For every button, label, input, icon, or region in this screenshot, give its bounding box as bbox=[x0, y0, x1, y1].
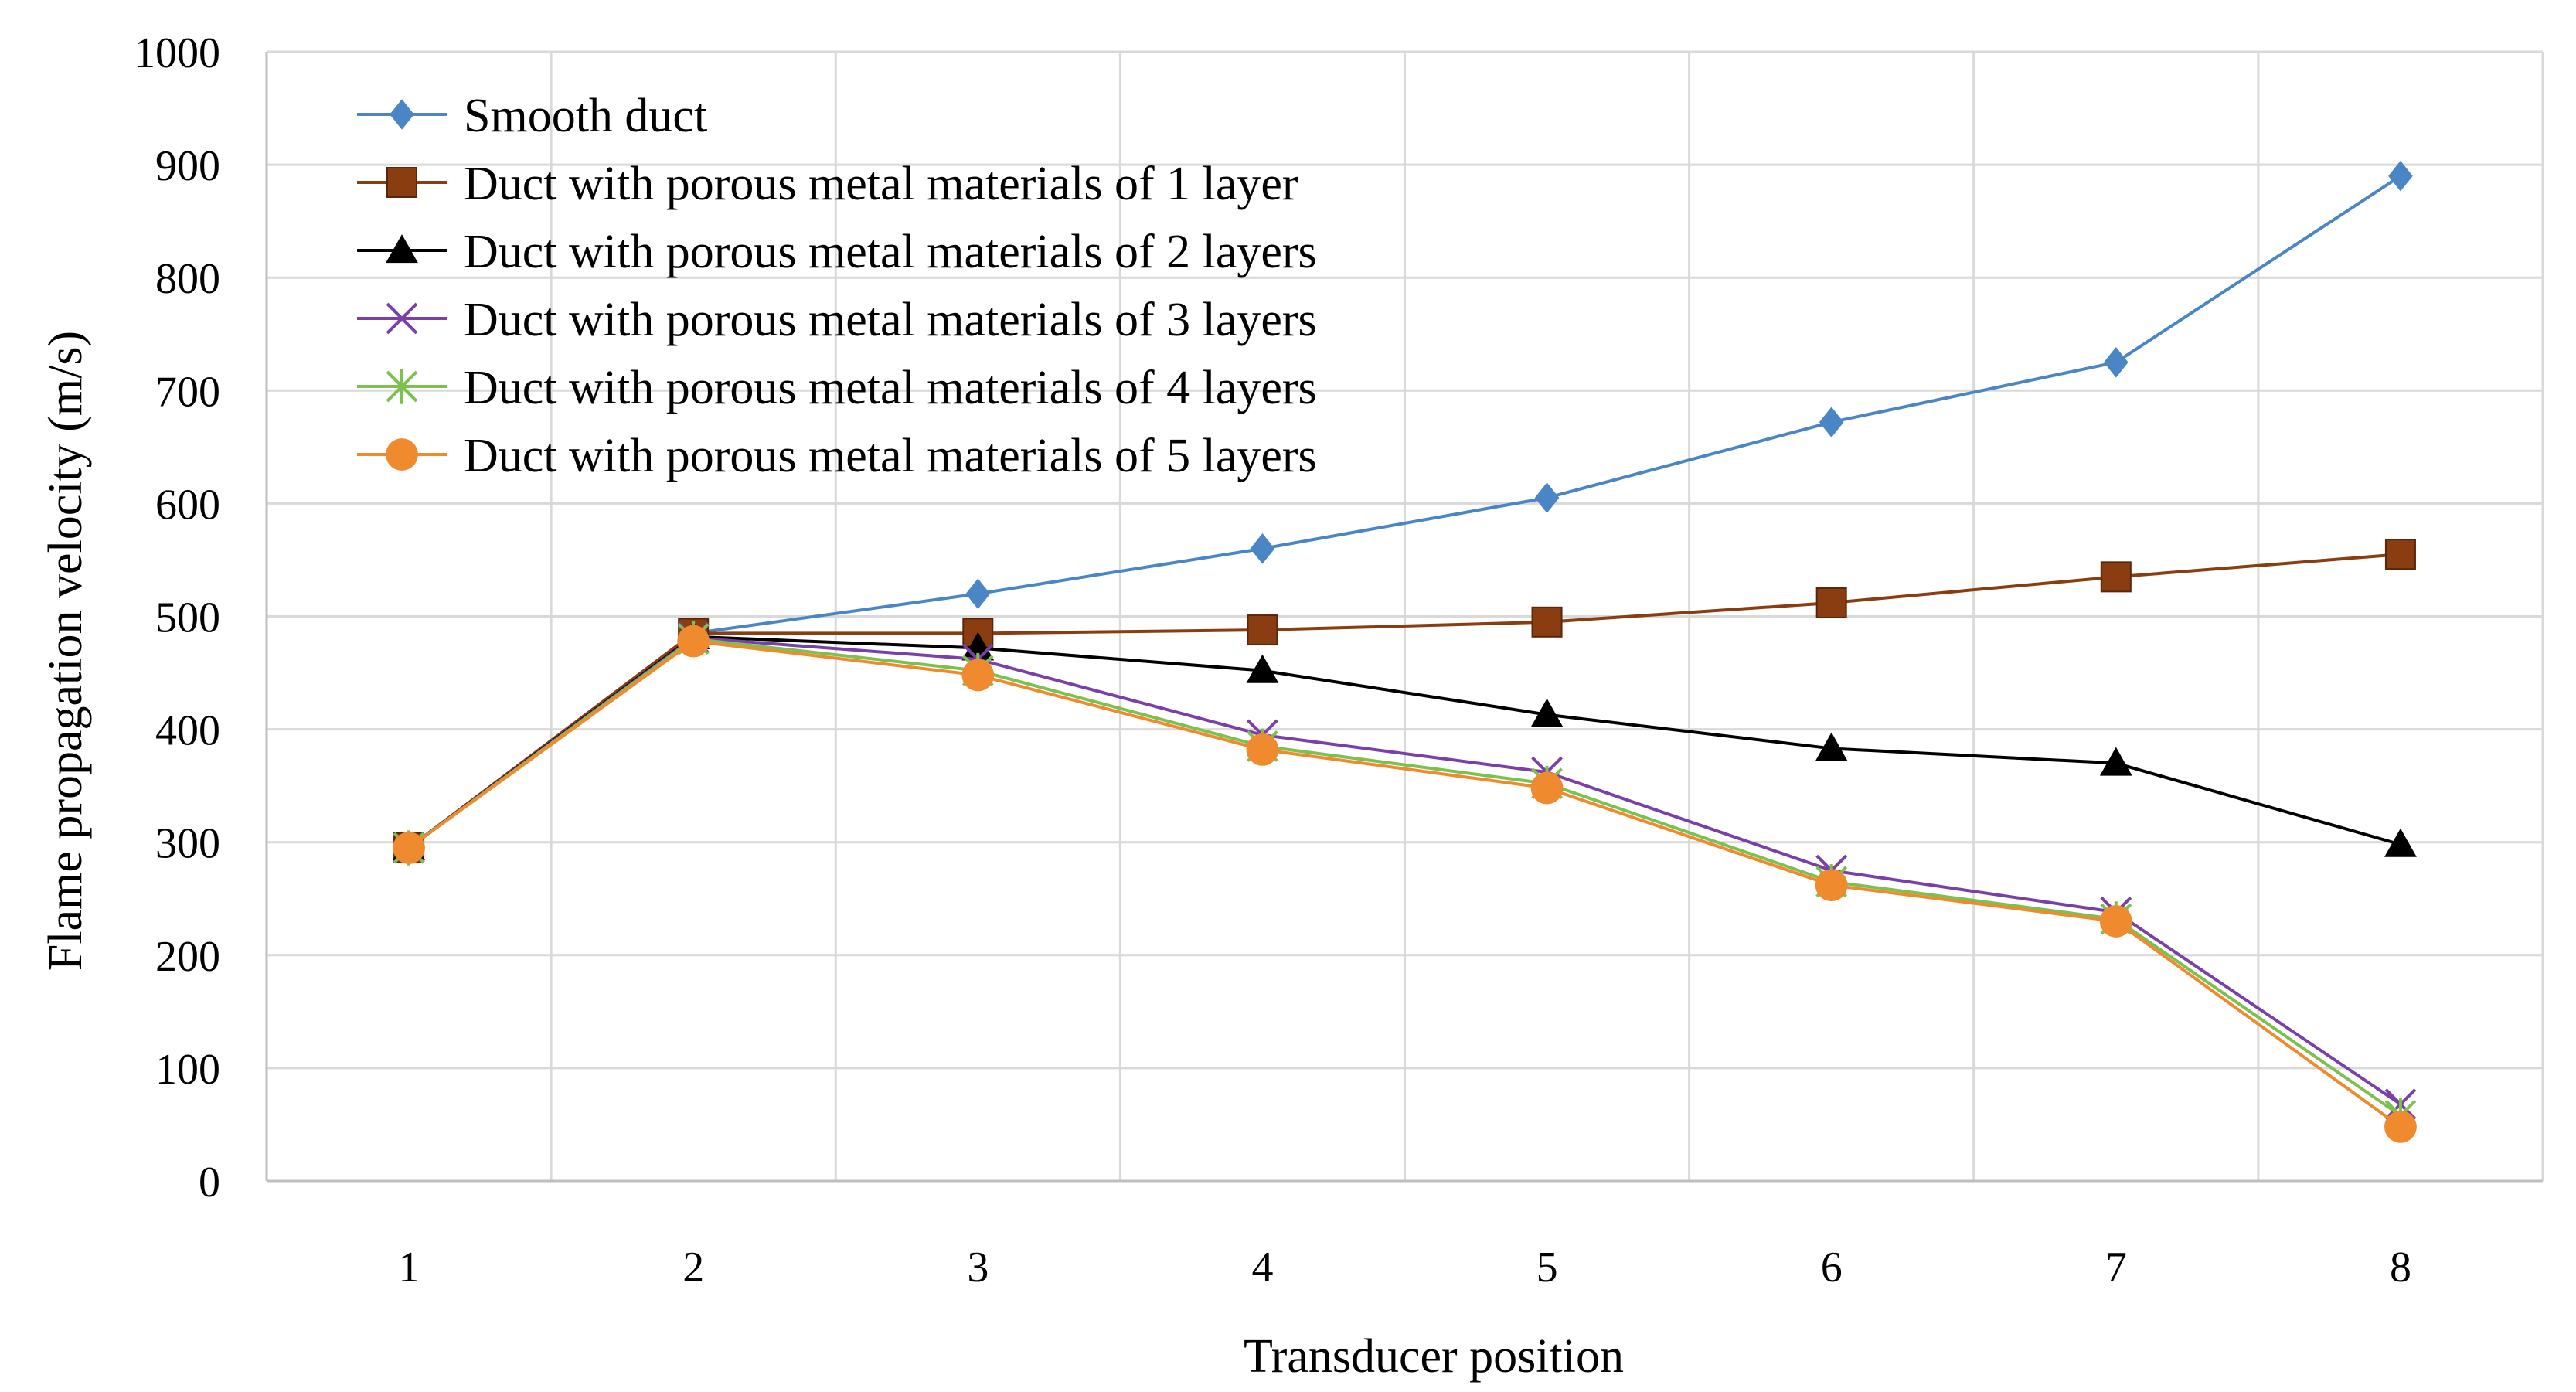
legend-label: Duct with porous metal materials of 1 la… bbox=[464, 158, 1298, 210]
x-tick-label: 2 bbox=[682, 1244, 704, 1292]
legend-marker bbox=[386, 167, 417, 198]
series-6 bbox=[393, 625, 2417, 1143]
y-tick-label: 600 bbox=[155, 481, 220, 529]
data-point-marker bbox=[1534, 482, 1560, 513]
series-line bbox=[407, 639, 2402, 1128]
data-point-marker bbox=[677, 625, 710, 658]
data-point-marker bbox=[2100, 561, 2132, 593]
data-point-marker bbox=[2384, 828, 2417, 857]
y-axis-title: Flame propagation velocity (m/s) bbox=[39, 331, 92, 971]
data-point-marker bbox=[2103, 346, 2129, 378]
legend-entry: Smooth duct bbox=[357, 90, 707, 142]
legend-entry: Duct with porous metal materials of 5 la… bbox=[357, 430, 1317, 482]
data-point-marker bbox=[393, 832, 425, 864]
data-point-marker bbox=[1246, 733, 1279, 766]
legend: Smooth duct Duct with porous metal materi… bbox=[357, 90, 1317, 482]
x-axis-title: Transducer position bbox=[1244, 1330, 1624, 1383]
y-tick-label: 300 bbox=[155, 820, 220, 868]
series-2 bbox=[393, 539, 2416, 864]
data-point-marker bbox=[1815, 869, 1848, 902]
y-tick-label: 800 bbox=[155, 255, 220, 303]
data-point-marker bbox=[2384, 1110, 2417, 1143]
y-tick-label: 100 bbox=[155, 1046, 220, 1094]
series-line bbox=[407, 553, 2401, 849]
data-point-marker bbox=[1815, 732, 1848, 761]
legend-label: Duct with porous metal materials of 5 la… bbox=[464, 430, 1317, 482]
data-point-marker bbox=[1815, 587, 1847, 618]
x-tick-label: 4 bbox=[1251, 1244, 1273, 1292]
data-point-marker bbox=[1530, 771, 1564, 805]
legend-label: Duct with porous metal materials of 3 la… bbox=[464, 294, 1317, 346]
y-tick-label: 1000 bbox=[134, 29, 220, 77]
x-tick-label: 3 bbox=[967, 1244, 989, 1292]
data-point-marker bbox=[965, 578, 991, 610]
x-tick-label: 1 bbox=[398, 1244, 420, 1292]
y-tick-label: 900 bbox=[155, 142, 220, 190]
gridlines bbox=[267, 50, 2544, 1181]
data-point-marker bbox=[1530, 698, 1564, 727]
x-tick-label: 8 bbox=[2390, 1244, 2411, 1292]
x-tick-label: 5 bbox=[1536, 1244, 1558, 1292]
legend-entry: Duct with porous metal materials of 1 la… bbox=[357, 158, 1298, 210]
legend-entry: Duct with porous metal materials of 3 la… bbox=[357, 294, 1317, 346]
y-tick-label: 200 bbox=[155, 933, 220, 981]
legend-marker bbox=[386, 234, 418, 264]
x-tick-label: 7 bbox=[2105, 1244, 2127, 1292]
legend-marker bbox=[390, 99, 414, 130]
series-line bbox=[407, 175, 2402, 849]
data-point-marker bbox=[1531, 606, 1563, 638]
legend-entry: Duct with porous metal materials of 4 la… bbox=[357, 362, 1317, 414]
data-point-marker bbox=[2099, 747, 2132, 776]
y-tick-label: 700 bbox=[155, 368, 220, 416]
legend-label: Smooth duct bbox=[464, 90, 707, 142]
data-point-marker bbox=[2384, 539, 2416, 570]
data-point-marker bbox=[1819, 407, 1844, 438]
legend-label: Duct with porous metal materials of 2 la… bbox=[464, 226, 1317, 278]
data-point-marker bbox=[961, 659, 995, 692]
y-tick-label: 0 bbox=[199, 1159, 220, 1207]
data-point-marker bbox=[1250, 533, 1275, 564]
series-line bbox=[407, 636, 2402, 1106]
axes: 0 100 200 300 400 500 600 700 800 900 1000 1 2 3 4 5 6 7 8 bbox=[134, 29, 2543, 1292]
series-line bbox=[407, 635, 2401, 849]
x-tick-label: 6 bbox=[1821, 1244, 1843, 1292]
legend-marker bbox=[386, 369, 418, 404]
legend-entry: Duct with porous metal materials of 2 la… bbox=[357, 226, 1317, 278]
data-series bbox=[393, 160, 2417, 1143]
data-point-marker bbox=[1246, 654, 1279, 683]
series-line bbox=[407, 637, 2402, 1117]
data-point-marker bbox=[2099, 905, 2132, 938]
y-tick-label: 500 bbox=[155, 594, 220, 642]
legend-marker bbox=[386, 438, 418, 471]
data-point-marker bbox=[2388, 160, 2413, 192]
legend-label: Duct with porous metal materials of 4 la… bbox=[464, 362, 1317, 414]
legend-marker bbox=[386, 302, 418, 335]
data-point-marker bbox=[1247, 614, 1278, 646]
y-tick-label: 400 bbox=[155, 707, 220, 755]
